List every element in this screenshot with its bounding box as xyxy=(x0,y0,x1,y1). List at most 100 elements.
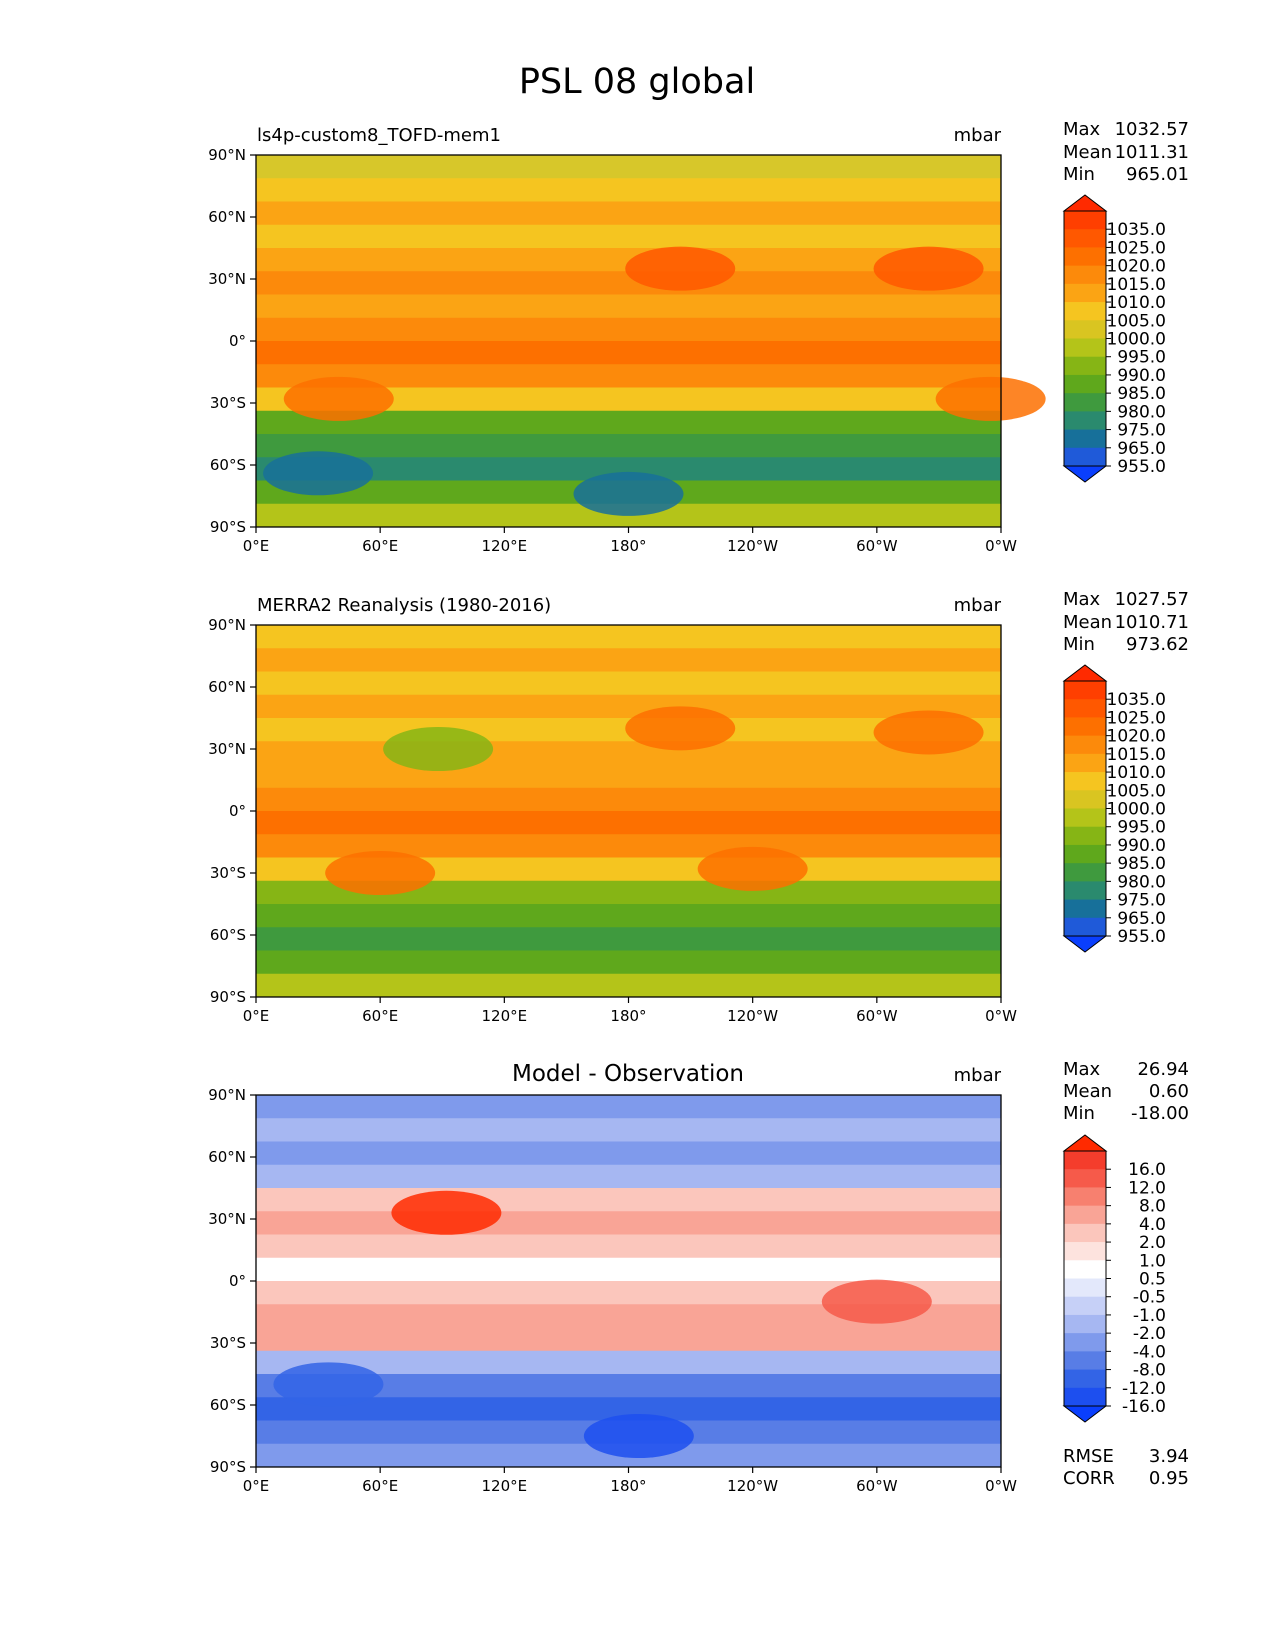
y-tick-label: 60°N xyxy=(208,208,246,226)
colorbar-tick-label: -12.0 xyxy=(1122,1379,1166,1399)
y-tick-label: 90°S xyxy=(210,518,246,536)
colorbar-segment xyxy=(1064,1242,1106,1261)
colorbar: 1035.01025.01020.01015.01010.01005.01000… xyxy=(1062,664,1166,953)
zonal-band xyxy=(256,834,1001,858)
y-tick-label: 90°N xyxy=(208,146,246,164)
zonal-band xyxy=(256,1188,1001,1212)
pressure-center xyxy=(273,1362,384,1407)
colorbar-segment xyxy=(1064,790,1106,809)
colorbar-tick-label: 980.0 xyxy=(1117,402,1166,422)
stat-mean-value: 0.60 xyxy=(1149,1081,1189,1102)
zonal-band xyxy=(256,671,1001,696)
zonal-band xyxy=(256,1141,1001,1166)
zonal-band xyxy=(256,1211,1001,1235)
x-tick-label: 60°E xyxy=(362,1007,398,1025)
stat-corr-value: 0.95 xyxy=(1149,1468,1189,1489)
x-tick-label: 180° xyxy=(610,1007,646,1025)
colorbar-tick-label: 1010.0 xyxy=(1107,293,1166,313)
panel-units: mbar xyxy=(954,595,1002,616)
colorbar-segment xyxy=(1064,302,1106,321)
zonal-band xyxy=(256,787,1001,812)
colorbar-segment xyxy=(1064,735,1106,755)
colorbar-segment xyxy=(1064,1369,1106,1389)
pressure-center xyxy=(263,451,374,496)
colorbar-tick-label: 1035.0 xyxy=(1107,690,1166,710)
x-tick-label: 180° xyxy=(610,537,646,555)
zonal-band xyxy=(256,857,1001,882)
y-tick-label: 0° xyxy=(229,1272,246,1290)
pressure-center xyxy=(383,727,494,771)
colorbar-tick-label: 990.0 xyxy=(1117,836,1166,856)
panel-reanalysis: MERRA2 Reanalysis (1980-2016) mbar 90°N 6… xyxy=(208,589,1189,1025)
colorbar-tick-label: 980.0 xyxy=(1117,872,1166,892)
y-tick-label: 60°S xyxy=(210,926,246,944)
colorbar-segment xyxy=(1064,229,1106,248)
colorbar-segment xyxy=(1064,844,1106,864)
zonal-band xyxy=(256,248,1001,272)
colorbar-tick-label: 1005.0 xyxy=(1107,311,1166,331)
zonal-band xyxy=(256,950,1001,975)
colorbar-extend-min xyxy=(1062,465,1108,483)
y-axis-ticks: 90°N 60°N 30°N 0° 30°S 60°S 90°S xyxy=(208,616,256,1006)
y-tick-label: 30°S xyxy=(210,864,246,882)
colorbar-tick-label: 965.0 xyxy=(1117,909,1166,929)
zonal-band xyxy=(256,457,1001,481)
zonal-band xyxy=(256,294,1001,319)
colorbar-segment xyxy=(1064,1151,1106,1170)
colorbar-segment xyxy=(1064,881,1106,900)
colorbar-tick-label: 16.0 xyxy=(1128,1160,1166,1180)
colorbar-tick-label: 1005.0 xyxy=(1107,781,1166,801)
pressure-center xyxy=(821,1279,932,1324)
stat-mean-label: Mean xyxy=(1063,612,1112,633)
colorbar-tick-label: 1035.0 xyxy=(1107,220,1166,240)
stat-min-value: -18.00 xyxy=(1131,1103,1189,1124)
panel-units: mbar xyxy=(954,125,1002,146)
y-axis-ticks: 90°N 60°N 30°N 0° 30°S 60°S 90°S xyxy=(208,146,256,536)
colorbar-segment xyxy=(1064,1187,1106,1207)
colorbar-segment xyxy=(1064,320,1106,339)
x-tick-label: 0°W xyxy=(985,1477,1017,1495)
colorbar-tick-label: 985.0 xyxy=(1117,854,1166,874)
colorbar-tick-label: 985.0 xyxy=(1117,384,1166,404)
colorbar-segment xyxy=(1064,753,1106,773)
x-tick-label: 60°W xyxy=(856,1007,898,1025)
x-tick-label: 60°W xyxy=(856,1477,898,1495)
colorbar-segment xyxy=(1064,1333,1106,1352)
colorbar-tick-label: 1015.0 xyxy=(1107,745,1166,765)
panel-units: mbar xyxy=(954,1065,1002,1086)
x-tick-label: 60°W xyxy=(856,537,898,555)
pressure-center xyxy=(583,1414,694,1458)
pressure-center xyxy=(625,246,736,291)
colorbar-tick-label: 1025.0 xyxy=(1107,238,1166,258)
x-axis-ticks: 0°E 60°E 120°E 180° 120°W 60°W 0°W xyxy=(243,997,1017,1025)
y-tick-label: 90°N xyxy=(208,616,246,634)
pressure-center xyxy=(625,706,736,751)
stat-max-value: 1027.57 xyxy=(1115,589,1189,610)
x-tick-label: 120°W xyxy=(727,1477,778,1495)
colorbar-tick-label: -8.0 xyxy=(1133,1361,1166,1381)
stat-min-value: 973.62 xyxy=(1126,634,1189,655)
colorbar-segment xyxy=(1064,411,1106,430)
map-field xyxy=(256,1095,1001,1468)
y-tick-label: 30°N xyxy=(208,1210,246,1228)
stat-min-value: 965.01 xyxy=(1126,164,1189,185)
colorbar: 16.012.08.04.02.01.00.5-0.5-1.0-2.0-4.0-… xyxy=(1062,1134,1166,1423)
colorbar-segment xyxy=(1064,356,1106,376)
pressure-center xyxy=(935,376,1046,421)
stat-rmse-label: RMSE xyxy=(1063,1446,1114,1467)
colorbar-segment xyxy=(1064,826,1106,846)
y-axis-ticks: 90°N 60°N 30°N 0° 30°S 60°S 90°S xyxy=(208,1086,256,1476)
colorbar-segment xyxy=(1064,681,1106,700)
colorbar-extend-max xyxy=(1062,1134,1108,1152)
zonal-band xyxy=(256,811,1001,835)
colorbar-tick-label: 1000.0 xyxy=(1107,330,1166,350)
colorbar-tick-label: -4.0 xyxy=(1133,1342,1166,1362)
zonal-band xyxy=(256,434,1001,458)
stat-max-label: Max xyxy=(1063,1059,1101,1080)
colorbar-extend-max xyxy=(1062,664,1108,682)
colorbar-segment xyxy=(1064,1260,1106,1279)
x-tick-label: 180° xyxy=(610,1477,646,1495)
zonal-band xyxy=(256,625,1001,649)
colorbar-segment xyxy=(1064,772,1106,791)
